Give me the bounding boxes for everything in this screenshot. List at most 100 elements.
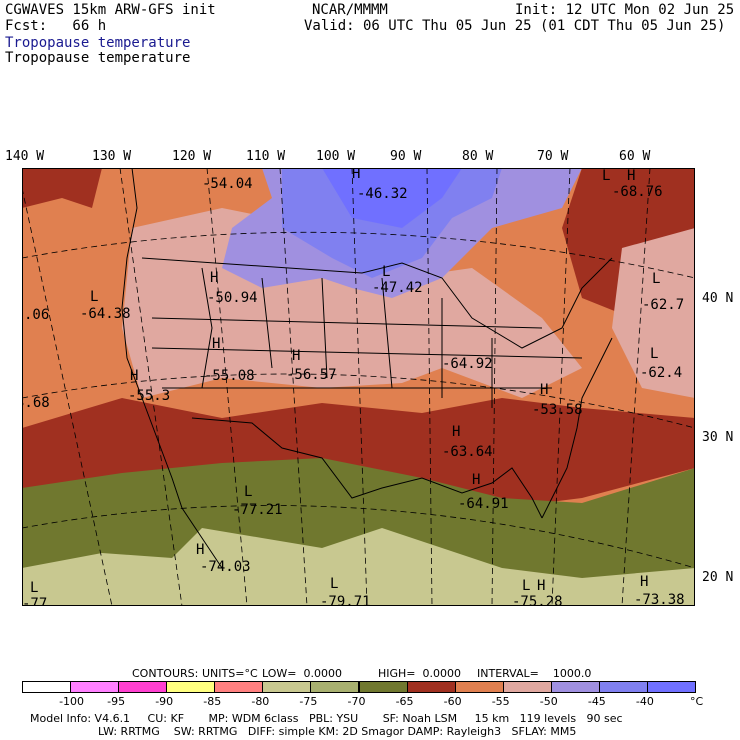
lon-label: 80 W bbox=[462, 149, 494, 164]
extremum-value: 3.68 bbox=[22, 395, 50, 411]
colorbar-tick: -55 bbox=[491, 695, 510, 708]
extremum-value: -53.58 bbox=[532, 402, 583, 418]
colorbar-tick: -85 bbox=[203, 695, 222, 708]
low-marker: L bbox=[244, 484, 252, 500]
graticule-meridian bbox=[551, 168, 571, 606]
contours-units: UNITS=°C bbox=[202, 667, 258, 680]
high-marker: H bbox=[472, 472, 480, 488]
lon-label: 130 W bbox=[92, 149, 132, 164]
colorbar-swatch bbox=[310, 681, 360, 693]
lon-label: 90 W bbox=[390, 149, 422, 164]
colorbar-unit: °C bbox=[690, 695, 704, 708]
lon-label: 60 W bbox=[619, 149, 651, 164]
graticule-meridian bbox=[621, 168, 651, 606]
extremum-value: -77 bbox=[22, 596, 47, 606]
east-coastline bbox=[541, 337, 613, 519]
extrema-labels: H H H H H H H H H H H H L L L L L L L L … bbox=[22, 168, 685, 606]
shade-minus65-band bbox=[22, 398, 695, 508]
colorbar-tick: -95 bbox=[107, 695, 126, 708]
extremum-value: -79.71 bbox=[320, 594, 371, 606]
low-marker: L bbox=[522, 578, 530, 594]
lat-label: 40 N bbox=[702, 291, 734, 306]
contours-low: LOW= 0.0000 bbox=[262, 667, 342, 680]
colorbar-swatch bbox=[70, 681, 120, 693]
extremum-value: -50.94 bbox=[207, 290, 258, 306]
state-lines-horizontal bbox=[151, 317, 583, 389]
low-marker: L bbox=[382, 264, 390, 280]
graticule-parallel bbox=[22, 231, 695, 279]
forecast-hour: Fcst: 66 h bbox=[5, 18, 107, 34]
colorbar-swatch bbox=[22, 681, 72, 693]
colorbar-swatch bbox=[358, 681, 408, 693]
field-name-secondary: Tropopause temperature bbox=[5, 50, 191, 66]
extremum-value: -56.57 bbox=[286, 367, 337, 383]
high-marker: H bbox=[196, 542, 204, 558]
extremum-value: -47.42 bbox=[372, 280, 423, 296]
lat-label: 30 N bbox=[702, 430, 734, 445]
boundaries bbox=[121, 168, 613, 569]
graticule-meridian bbox=[22, 187, 113, 606]
valid-time: Valid: 06 UTC Thu 05 Jun 25 (01 CDT Thu … bbox=[304, 18, 726, 34]
low-marker: L bbox=[90, 289, 98, 305]
low-marker: L bbox=[330, 576, 338, 592]
high-marker: H bbox=[212, 336, 220, 352]
contours-label: CONTOURS: bbox=[132, 667, 199, 680]
graticule-parallel bbox=[22, 373, 695, 429]
extremum-value: -55.3 bbox=[128, 388, 170, 404]
high-marker: H bbox=[537, 578, 545, 594]
extremum-value: -62.7 bbox=[642, 297, 684, 313]
high-marker: H bbox=[640, 574, 648, 590]
extremum-value: -46.32 bbox=[357, 186, 408, 202]
contours-interval: INTERVAL= 1000.0 bbox=[477, 667, 592, 680]
low-marker: L bbox=[30, 580, 38, 596]
init-time: Init: 12 UTC Mon 02 Jun 25 bbox=[515, 2, 735, 18]
lon-label: 110 W bbox=[246, 149, 286, 164]
extremum-value: -64.91 bbox=[458, 496, 509, 512]
shade-minus55-east bbox=[612, 228, 695, 398]
colorbar-tick: -40 bbox=[635, 695, 654, 708]
canada-us-border bbox=[141, 257, 613, 349]
extremum-value: -74.03 bbox=[200, 559, 251, 575]
colorbar-swatch bbox=[454, 681, 504, 693]
colorbar-swatch bbox=[166, 681, 216, 693]
contours-high: HIGH= 0.0000 bbox=[378, 667, 462, 680]
organization: NCAR/MMMM bbox=[312, 2, 388, 18]
colorbar-tick: -50 bbox=[539, 695, 558, 708]
high-marker: H bbox=[210, 270, 218, 286]
west-coastline bbox=[121, 168, 223, 569]
forecast-map: H H H H H H H H H H H H L L L L L L L L … bbox=[22, 168, 695, 606]
extremum-value: -68.76 bbox=[612, 184, 663, 200]
low-marker: L bbox=[602, 168, 610, 184]
gulf-coast-border bbox=[191, 417, 543, 519]
lon-label: 70 W bbox=[537, 149, 569, 164]
colorbar-swatch bbox=[406, 681, 456, 693]
model-info-line2: LW: RRTMG SW: RRTMG DIFF: simple KM: 2D … bbox=[98, 725, 577, 738]
low-marker: L bbox=[652, 271, 660, 287]
colorbar-tick: -90 bbox=[155, 695, 174, 708]
colorbar-swatch bbox=[646, 681, 696, 693]
graticule-meridian bbox=[279, 168, 308, 606]
colorbar-tick: -60 bbox=[443, 695, 462, 708]
colorbar-tick: -65 bbox=[395, 695, 414, 708]
field-name-primary: Tropopause temperature bbox=[5, 35, 191, 51]
lon-label: 120 W bbox=[172, 149, 212, 164]
low-marker: L bbox=[650, 346, 658, 362]
high-marker: H bbox=[540, 382, 548, 398]
colorbar-tick: -75 bbox=[299, 695, 318, 708]
extremum-value: -73.38 bbox=[634, 592, 685, 606]
lon-label: 100 W bbox=[316, 149, 356, 164]
shade-minus65-west bbox=[22, 168, 102, 208]
extremum-value: -64.92 bbox=[442, 356, 493, 372]
high-marker: H bbox=[130, 368, 138, 384]
graticule-parallel bbox=[22, 505, 695, 569]
extremum-value: -64.38 bbox=[80, 306, 131, 322]
extremum-value: -55.08 bbox=[204, 368, 255, 384]
extremum-value: .06 bbox=[24, 307, 49, 323]
model-title: CGWAVES 15km ARW-GFS init bbox=[5, 2, 216, 18]
colorbar-swatch bbox=[502, 681, 552, 693]
colorbar-swatch bbox=[262, 681, 312, 693]
graticule-meridian bbox=[426, 168, 433, 606]
colorbar-tick: -45 bbox=[587, 695, 606, 708]
extremum-value: -54.04 bbox=[202, 176, 253, 192]
colorbar-swatch bbox=[598, 681, 648, 693]
